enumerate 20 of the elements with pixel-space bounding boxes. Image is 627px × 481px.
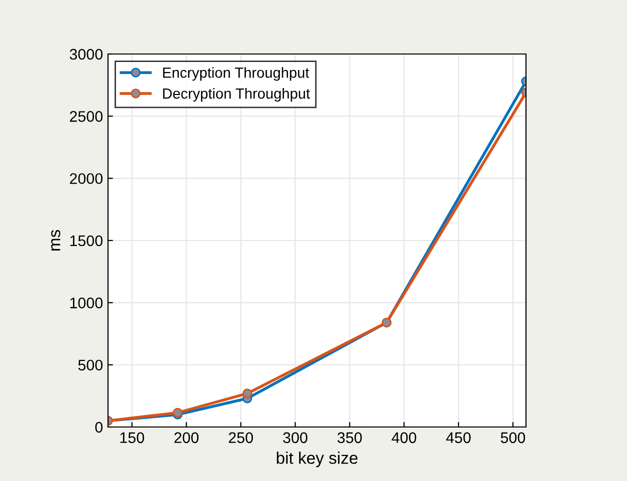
x-tick-label: 400 [392,432,416,444]
y-tick-label: 2500 [70,111,103,122]
legend-label: Encryption Throughput [163,67,310,81]
x-tick-label: 500 [500,432,526,444]
x-tick-label: 350 [337,432,362,444]
x-tick-label: 150 [120,432,144,444]
y-tick-label: 1000 [70,298,103,308]
point [242,388,252,398]
y-tick-label: 1500 [70,235,103,246]
y-tick-label: 3000 [70,48,103,60]
y-tick-label: 0 [95,422,103,433]
x-tick-label: 200 [174,432,199,444]
x-tick-label: 450 [446,432,471,444]
y-axis-title: ms [51,230,60,250]
y-tick-label: 2000 [70,173,103,184]
x-tick-label: 250 [228,432,253,444]
legend-label: Decryption Throughput [163,88,310,102]
x-tick-label: 300 [283,432,308,444]
y-tick-label: 500 [78,360,103,371]
x-axis-title: bit key size [276,452,358,468]
